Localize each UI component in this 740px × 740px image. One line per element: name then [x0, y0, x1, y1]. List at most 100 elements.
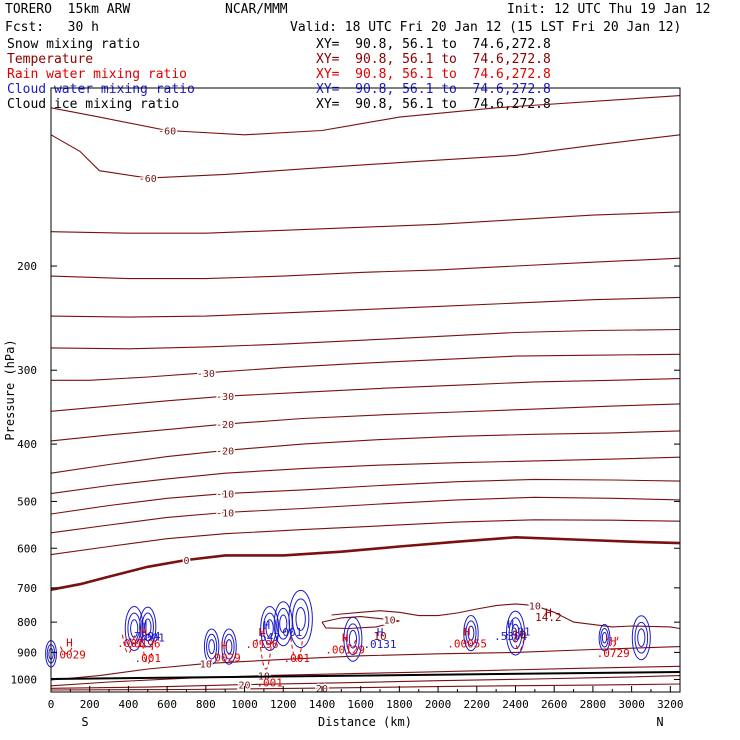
temperature-contours	[50, 95, 681, 691]
field-label: .001	[135, 652, 162, 665]
temperature-contour	[50, 95, 681, 136]
cloud-water-contour	[206, 633, 218, 660]
extremum-value: .0029	[208, 652, 241, 665]
field-label: .001	[138, 631, 165, 644]
x-tick-label: 600	[157, 698, 177, 711]
header-org: NCAR/MMM	[225, 2, 288, 17]
temperature-contour	[50, 296, 681, 318]
temperature-contour	[50, 535, 681, 591]
contour-label: -10	[216, 490, 234, 501]
contour-label: 10	[529, 602, 541, 613]
rain-contour	[141, 637, 155, 665]
x-tick-label: 400	[118, 698, 138, 711]
header-fcst: Fcst: 30 h	[5, 20, 99, 35]
x-tick-label: 1600	[347, 698, 374, 711]
extremum-value: .7894	[127, 630, 160, 643]
field-name-temperature: Temperature	[7, 52, 94, 67]
field-label: 10	[513, 628, 526, 641]
axes: 0 200 400 600 800 1000 1200 1400 1600 1800 2000 220…	[11, 260, 684, 711]
temperature-contour	[50, 683, 681, 691]
x-tick-label: 200	[80, 698, 100, 711]
field-name-cloudice: Cloud ice mixing ratio	[7, 97, 180, 112]
cloud-water-contour	[288, 589, 313, 649]
cloud-water-contour	[262, 612, 277, 645]
cloud-water-contour	[348, 629, 358, 649]
contour-label: 10	[384, 616, 396, 627]
cloud-water-contour	[124, 605, 144, 651]
rain-contour	[259, 640, 273, 670]
rain-contour	[60, 646, 73, 654]
x-tick-label: 800	[196, 698, 216, 711]
extremum-value: .0029	[53, 649, 86, 662]
contour-label: -10	[216, 508, 234, 519]
cloud-water-contour	[208, 639, 216, 655]
y-tick-label: 400	[17, 438, 37, 451]
rain-contour	[290, 637, 304, 662]
cloud-water-contour	[221, 628, 237, 665]
contour-label: 10	[200, 660, 212, 671]
temperature-contour	[50, 211, 681, 234]
temperature-contour	[50, 646, 681, 681]
y-tick-label: 200	[17, 260, 37, 273]
temperature-contour	[51, 353, 681, 381]
plot-frame	[50, 87, 681, 693]
cloud-water-contour	[225, 639, 233, 655]
field-xy-temperature: XY= 90.8, 56.1 to 74.6,272.8	[316, 52, 551, 67]
extremum-marker: H	[263, 619, 270, 632]
x-tick-label: 1200	[270, 698, 297, 711]
x-tick-label: 3200	[657, 698, 684, 711]
cloud-water-contour	[223, 633, 235, 660]
temperature-contour	[50, 675, 681, 689]
field-label: .001	[504, 625, 531, 638]
x-tick-label: 1800	[386, 698, 413, 711]
temperature-contour	[50, 378, 681, 412]
extremum-value: .5304	[494, 630, 527, 643]
temperature-contour	[50, 496, 681, 534]
extremum-marker: H	[377, 626, 384, 639]
field-xy-snow: XY= 90.8, 56.1 to 74.6,272.8	[316, 37, 551, 52]
extremum-value: .0729	[597, 647, 630, 660]
cloud-water-contour	[127, 612, 142, 645]
cloud-water-contour	[637, 628, 646, 648]
extremum-value: .0196	[245, 638, 278, 651]
y-axis-label: Pressure (hPa)	[3, 339, 17, 440]
cloud-water-contour	[467, 625, 475, 641]
contour-label: -20	[216, 420, 234, 431]
cloud-water-contour	[598, 624, 611, 652]
x-axis-label: Distance (km)	[318, 715, 412, 729]
cloud-water-contour	[601, 631, 608, 644]
cloud-water-contour	[141, 612, 154, 642]
extremum-marker: H	[464, 625, 471, 638]
extremum-marker: H	[610, 635, 617, 648]
field-label: 10	[373, 630, 386, 643]
temperature-contour	[331, 603, 681, 630]
field-label: .001	[256, 677, 283, 690]
cloud-water-contour	[346, 623, 360, 656]
extremum-marker: H	[221, 640, 228, 653]
field-label: .001	[276, 626, 303, 639]
cloud-water-contour	[144, 618, 152, 636]
cloud-water-contour	[463, 615, 479, 652]
temperature-contour	[50, 328, 681, 350]
rain-contours	[60, 631, 619, 670]
contour-label: 0	[183, 556, 189, 567]
contour-label: -20	[216, 446, 234, 457]
contour-label: -30	[216, 392, 234, 403]
cloud-water-contour	[203, 628, 220, 665]
x-tick-label: 2400	[502, 698, 529, 711]
y-tick-label: 300	[17, 364, 37, 377]
extremum-value: .00055	[447, 637, 487, 650]
x-tick-label: 2600	[541, 698, 568, 711]
temperature-contour	[50, 134, 681, 179]
cloud-water-contour	[631, 615, 651, 661]
field-xy-cloudice: XY= 90.8, 56.1 to 74.6,272.8	[316, 97, 551, 112]
temperature-contour	[50, 456, 681, 495]
cloud-water-contour	[139, 606, 157, 648]
extremum-marker: H	[141, 618, 148, 631]
field-xy-rain: XY= 90.8, 56.1 to 74.6,272.8	[316, 67, 551, 82]
x-end-label-south: S	[81, 715, 88, 729]
field-label: H	[545, 606, 552, 619]
y-tick-label: 900	[17, 646, 37, 659]
header-valid: Valid: 18 UTC Fri 20 Jan 12 (15 LST Fri …	[290, 20, 682, 35]
cloud-water-contour	[295, 606, 306, 631]
